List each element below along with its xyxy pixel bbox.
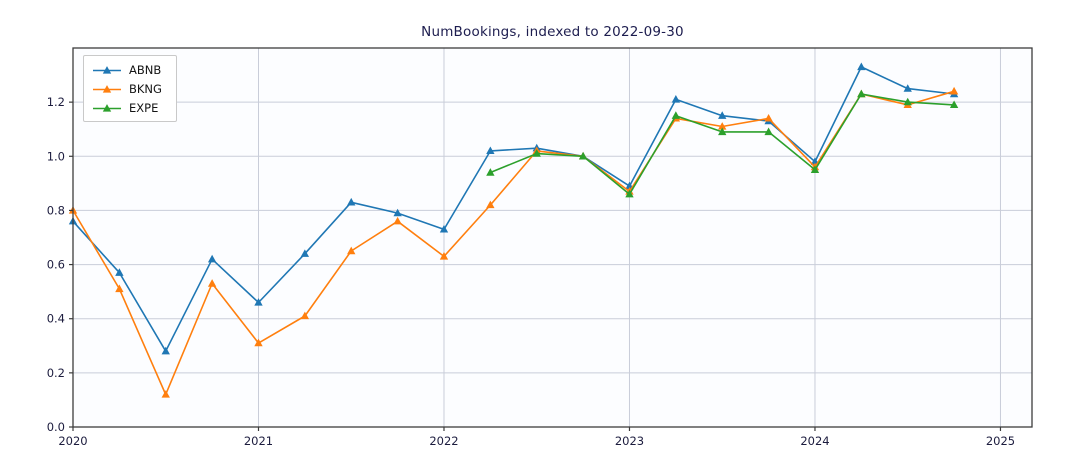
y-tick-label: 1.2: [47, 95, 65, 109]
legend-marker-bkng-icon: [93, 84, 121, 93]
x-tick-label: 2023: [615, 434, 644, 448]
series-line-abnb: [72, 66, 955, 353]
legend-label-abnb: ABNB: [129, 62, 162, 77]
legend-label-expe: EXPE: [129, 100, 159, 115]
y-tick-label: 0.8: [47, 203, 65, 217]
y-tick-label: 0.4: [47, 312, 65, 326]
y-tick-label: 1.0: [47, 149, 65, 163]
legend-item-expe: EXPE: [92, 99, 162, 116]
x-tick-label: 2020: [58, 434, 87, 448]
series-line-bkng: [72, 90, 955, 396]
legend-marker-abnb-icon: [93, 65, 121, 74]
legend-label-bkng: BKNG: [129, 81, 162, 96]
y-tick-label: 0.0: [47, 420, 65, 434]
plot-area: [73, 48, 1032, 427]
y-tick-label: 0.2: [47, 366, 65, 380]
plot-frame: [72, 47, 1033, 428]
x-tick-label: 2025: [986, 434, 1015, 448]
x-tick-label: 2022: [429, 434, 458, 448]
x-tick-label: 2021: [244, 434, 273, 448]
y-tick-label: 0.6: [47, 258, 65, 272]
legend-item-abnb: ABNB: [92, 61, 162, 78]
legend-item-bkng: BKNG: [92, 80, 162, 97]
chart-title: NumBookings, indexed to 2022-09-30: [421, 24, 684, 40]
legend-marker-expe-icon: [93, 103, 121, 112]
chart-legend: ABNB BKNG EXPE: [83, 55, 177, 122]
x-tick-label: 2024: [800, 434, 829, 448]
